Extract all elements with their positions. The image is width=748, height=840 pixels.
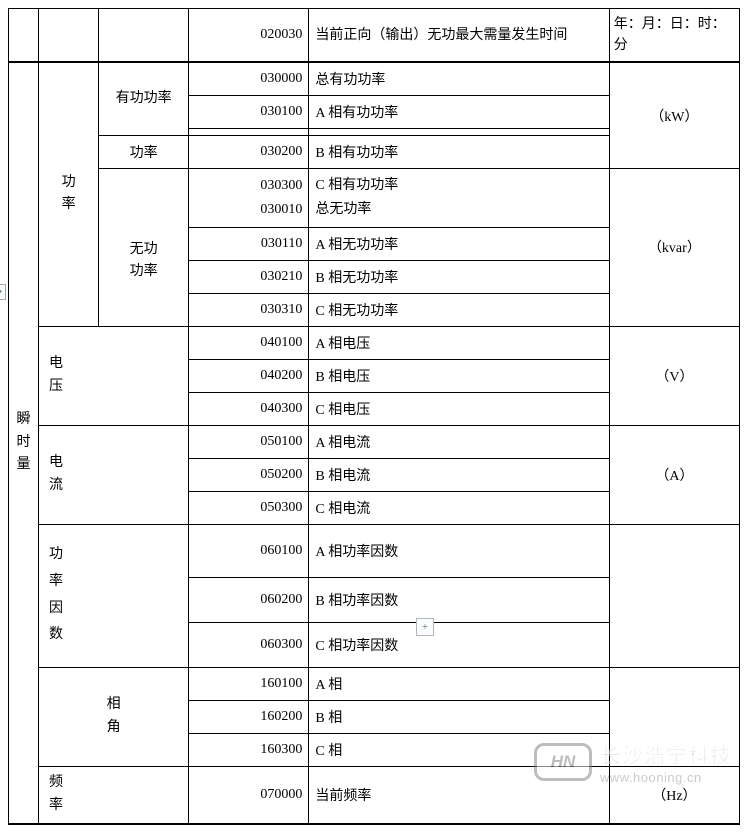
code-cell: 030310 [189,293,309,326]
code-cell [189,129,309,136]
name-cell: C 相电压 [309,392,609,425]
cat1-cell: 相角 [39,667,189,766]
name-cell: B 相电压 [309,359,609,392]
name-cell: A 相功率因数 [309,524,609,577]
name-cell: C 相有功功率 总无功率 [309,169,609,228]
table-row: 频率 070000 当前频率 （Hz） [9,766,740,824]
name-cell: A 相电压 [309,326,609,359]
table-row: 瞬时量 功率 有功功率 030000 总有功功率 （kW） [9,62,740,96]
name-cell: B 相有功功率 [309,136,609,169]
cat1-cell: 电压 [39,326,189,425]
code-cell: 050300 [189,491,309,524]
table-row: 功率因数 060100 A 相功率因数 [9,524,740,577]
data-table: 020030 当前正向（输出）无功最大需量发生时间 年：月：日：时：分 瞬时量 … [8,8,740,825]
table-row: 无功功率 030300 030010 C 相有功功率 总无功率 （kvar） [9,169,740,228]
cat1-cell: 功率因数 [39,524,189,667]
code-cell: 030100 [189,96,309,129]
cat1-cell: 频率 [39,766,189,824]
unit-cell: （kW） [609,62,739,169]
move-handle-icon: ✥ [0,284,6,300]
name-cell: B 相电流 [309,458,609,491]
code-cell: 040100 [189,326,309,359]
code-cell: 030300 030010 [189,169,309,228]
table-row: 电流 050100 A 相电流 （A） [9,425,740,458]
unit-cell: （Hz） [609,766,739,824]
unit-cell: 年：月：日：时：分 [609,9,739,63]
code-cell: 160100 [189,667,309,700]
code-cell: 060100 [189,524,309,577]
cat1-cell: 电流 [39,425,189,524]
page: ✥ 020030 当前正向（输出）无功最大需量发生时间 年：月：日：时：分 瞬时… [8,8,740,825]
name-cell: C 相无功功率 [309,293,609,326]
table-row: 020030 当前正向（输出）无功最大需量发生时间 年：月：日：时：分 [9,9,740,63]
cat2-cell: 功率 [99,136,189,169]
name-cell: C 相 [309,733,609,766]
code-cell: 030110 [189,227,309,260]
code-cell: 030000 [189,62,309,96]
name-cell: C 相功率因数 [309,622,609,667]
code-cell: 030200 [189,136,309,169]
unit-cell: （A） [609,425,739,524]
unit-cell: （kvar） [609,169,739,327]
main-category-label: 瞬时量 [13,409,34,476]
name-cell: A 相 [309,667,609,700]
table-row: 相角 160100 A 相 [9,667,740,700]
code-cell: 160200 [189,700,309,733]
name-cell [309,129,609,136]
unit-cell [609,524,739,667]
name-cell: A 相有功功率 [309,96,609,129]
cat2-cell: 无功功率 [99,169,189,327]
code-cell: 050200 [189,458,309,491]
name-cell: 总有功功率 [309,62,609,96]
code-cell: 040200 [189,359,309,392]
cell [99,9,189,63]
code-cell: 070000 [189,766,309,824]
name-cell: B 相 [309,700,609,733]
code-cell: 060300 [189,622,309,667]
name-cell: A 相无功功率 [309,227,609,260]
code-cell: 050100 [189,425,309,458]
cell [9,9,39,63]
code-cell: 020030 [189,9,309,63]
cat2-cell: 有功功率 [99,62,189,136]
cell [39,9,99,63]
code-cell: 040300 [189,392,309,425]
name-cell: 当前正向（输出）无功最大需量发生时间 [309,9,609,63]
unit-cell [609,667,739,766]
unit-cell: （V） [609,326,739,425]
code-cell: 160300 [189,733,309,766]
table-row: 电压 040100 A 相电压 （V） [9,326,740,359]
name-cell: A 相电流 [309,425,609,458]
code-cell: 030210 [189,260,309,293]
name-cell: B 相无功功率 [309,260,609,293]
name-cell: 当前频率 [309,766,609,824]
name-cell: C 相电流 [309,491,609,524]
cat-main: 瞬时量 [9,62,39,824]
cat1-cell: 功率 [39,62,99,326]
code-cell: 060200 [189,577,309,622]
name-cell: B 相功率因数 [309,577,609,622]
